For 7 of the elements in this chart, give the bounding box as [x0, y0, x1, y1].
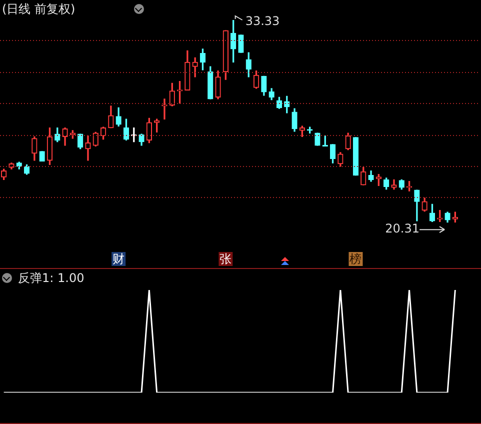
text: 财: [112, 252, 125, 266]
annotation: 20.31: [385, 222, 420, 236]
text: 张: [220, 252, 232, 266]
chart-title: 反弹1: 1.00: [18, 271, 84, 285]
chart-title: (日线 前复权): [2, 2, 76, 16]
annotation: 33.33: [245, 14, 280, 28]
text: 榜: [350, 252, 362, 266]
